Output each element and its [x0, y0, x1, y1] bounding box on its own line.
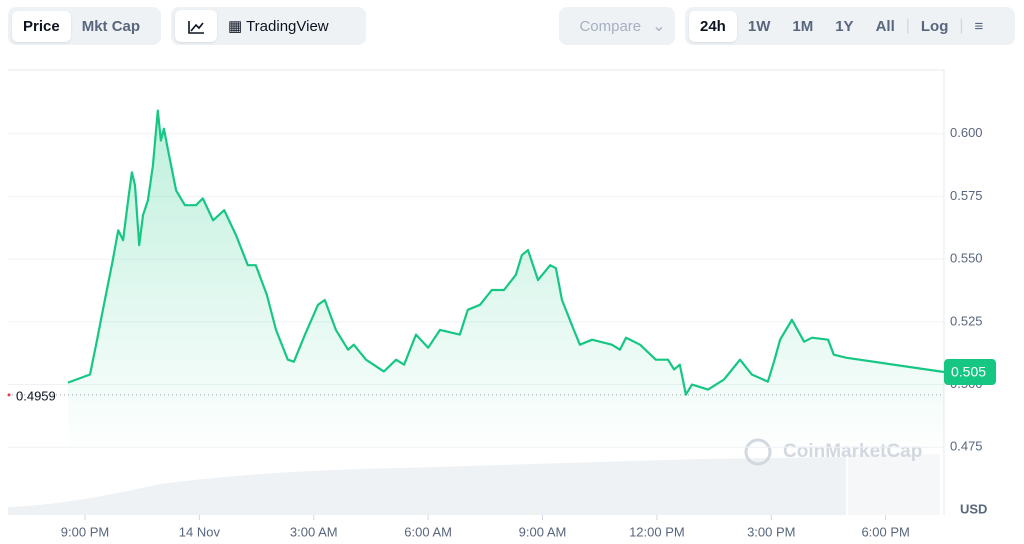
y-tick-label: 0.575: [950, 188, 983, 203]
range-group: 24h 1W 1M 1Y All | Log | ≡: [685, 7, 1015, 45]
tab[interactable]: Price: [12, 10, 71, 42]
volume-area: [8, 457, 846, 515]
label: Compare: [579, 17, 642, 35]
range[interactable]: 1M: [792, 17, 814, 35]
label: TradingView: [246, 18, 329, 35]
divider: |: [905, 17, 910, 34]
price-badge-label: 0.505: [951, 364, 986, 380]
divider: |: [959, 17, 964, 34]
range[interactable]: All: [875, 17, 895, 35]
line-view[interactable]: [175, 10, 217, 42]
y-tick-label: 0.475: [950, 439, 983, 454]
x-tick-label: 9:00 PM: [61, 524, 109, 539]
range[interactable]: 24h: [689, 10, 737, 42]
y-tick-label: 0.600: [950, 125, 983, 140]
x-tick-label: 3:00 AM: [290, 524, 338, 539]
x-tick-label: 6:00 PM: [861, 524, 909, 539]
line-icon: [188, 20, 204, 34]
price-line: [67, 109, 945, 396]
volume-area: [848, 454, 940, 515]
range[interactable]: 1W: [747, 17, 771, 35]
reference-dot: [7, 393, 11, 397]
log-button[interactable]: Log: [920, 17, 949, 35]
y-tick-label: 0.525: [950, 313, 983, 328]
tab-group: Price Mkt Cap: [8, 7, 161, 45]
x-tick-label: 14 Nov: [179, 524, 221, 539]
chevron: ⌄: [652, 18, 666, 35]
x-tick-label: 12:00 PM: [629, 524, 685, 539]
settings-button[interactable]: ≡: [974, 17, 984, 35]
toolbar: Price Mkt Cap ▦ TradingView Compare ⌄ 24h…: [0, 0, 1024, 54]
x-tick-label: 6:00 AM: [404, 524, 452, 539]
compare-button[interactable]: Compare ⌄: [559, 7, 675, 45]
currency-label: USD: [960, 501, 987, 516]
tab[interactable]: Mkt Cap: [81, 17, 141, 35]
tradingview-button[interactable]: ▦ TradingView: [228, 18, 329, 35]
price-area: [67, 110, 944, 455]
reference-label: 0.4959: [16, 388, 56, 403]
y-tick-label: 0.550: [950, 251, 983, 266]
price-badge: [944, 359, 996, 386]
view-group: ▦ TradingView: [171, 7, 366, 45]
x-tick-label: 9:00 AM: [519, 524, 567, 539]
range[interactable]: 1Y: [835, 17, 854, 35]
x-tick-label: 3:00 PM: [747, 524, 795, 539]
